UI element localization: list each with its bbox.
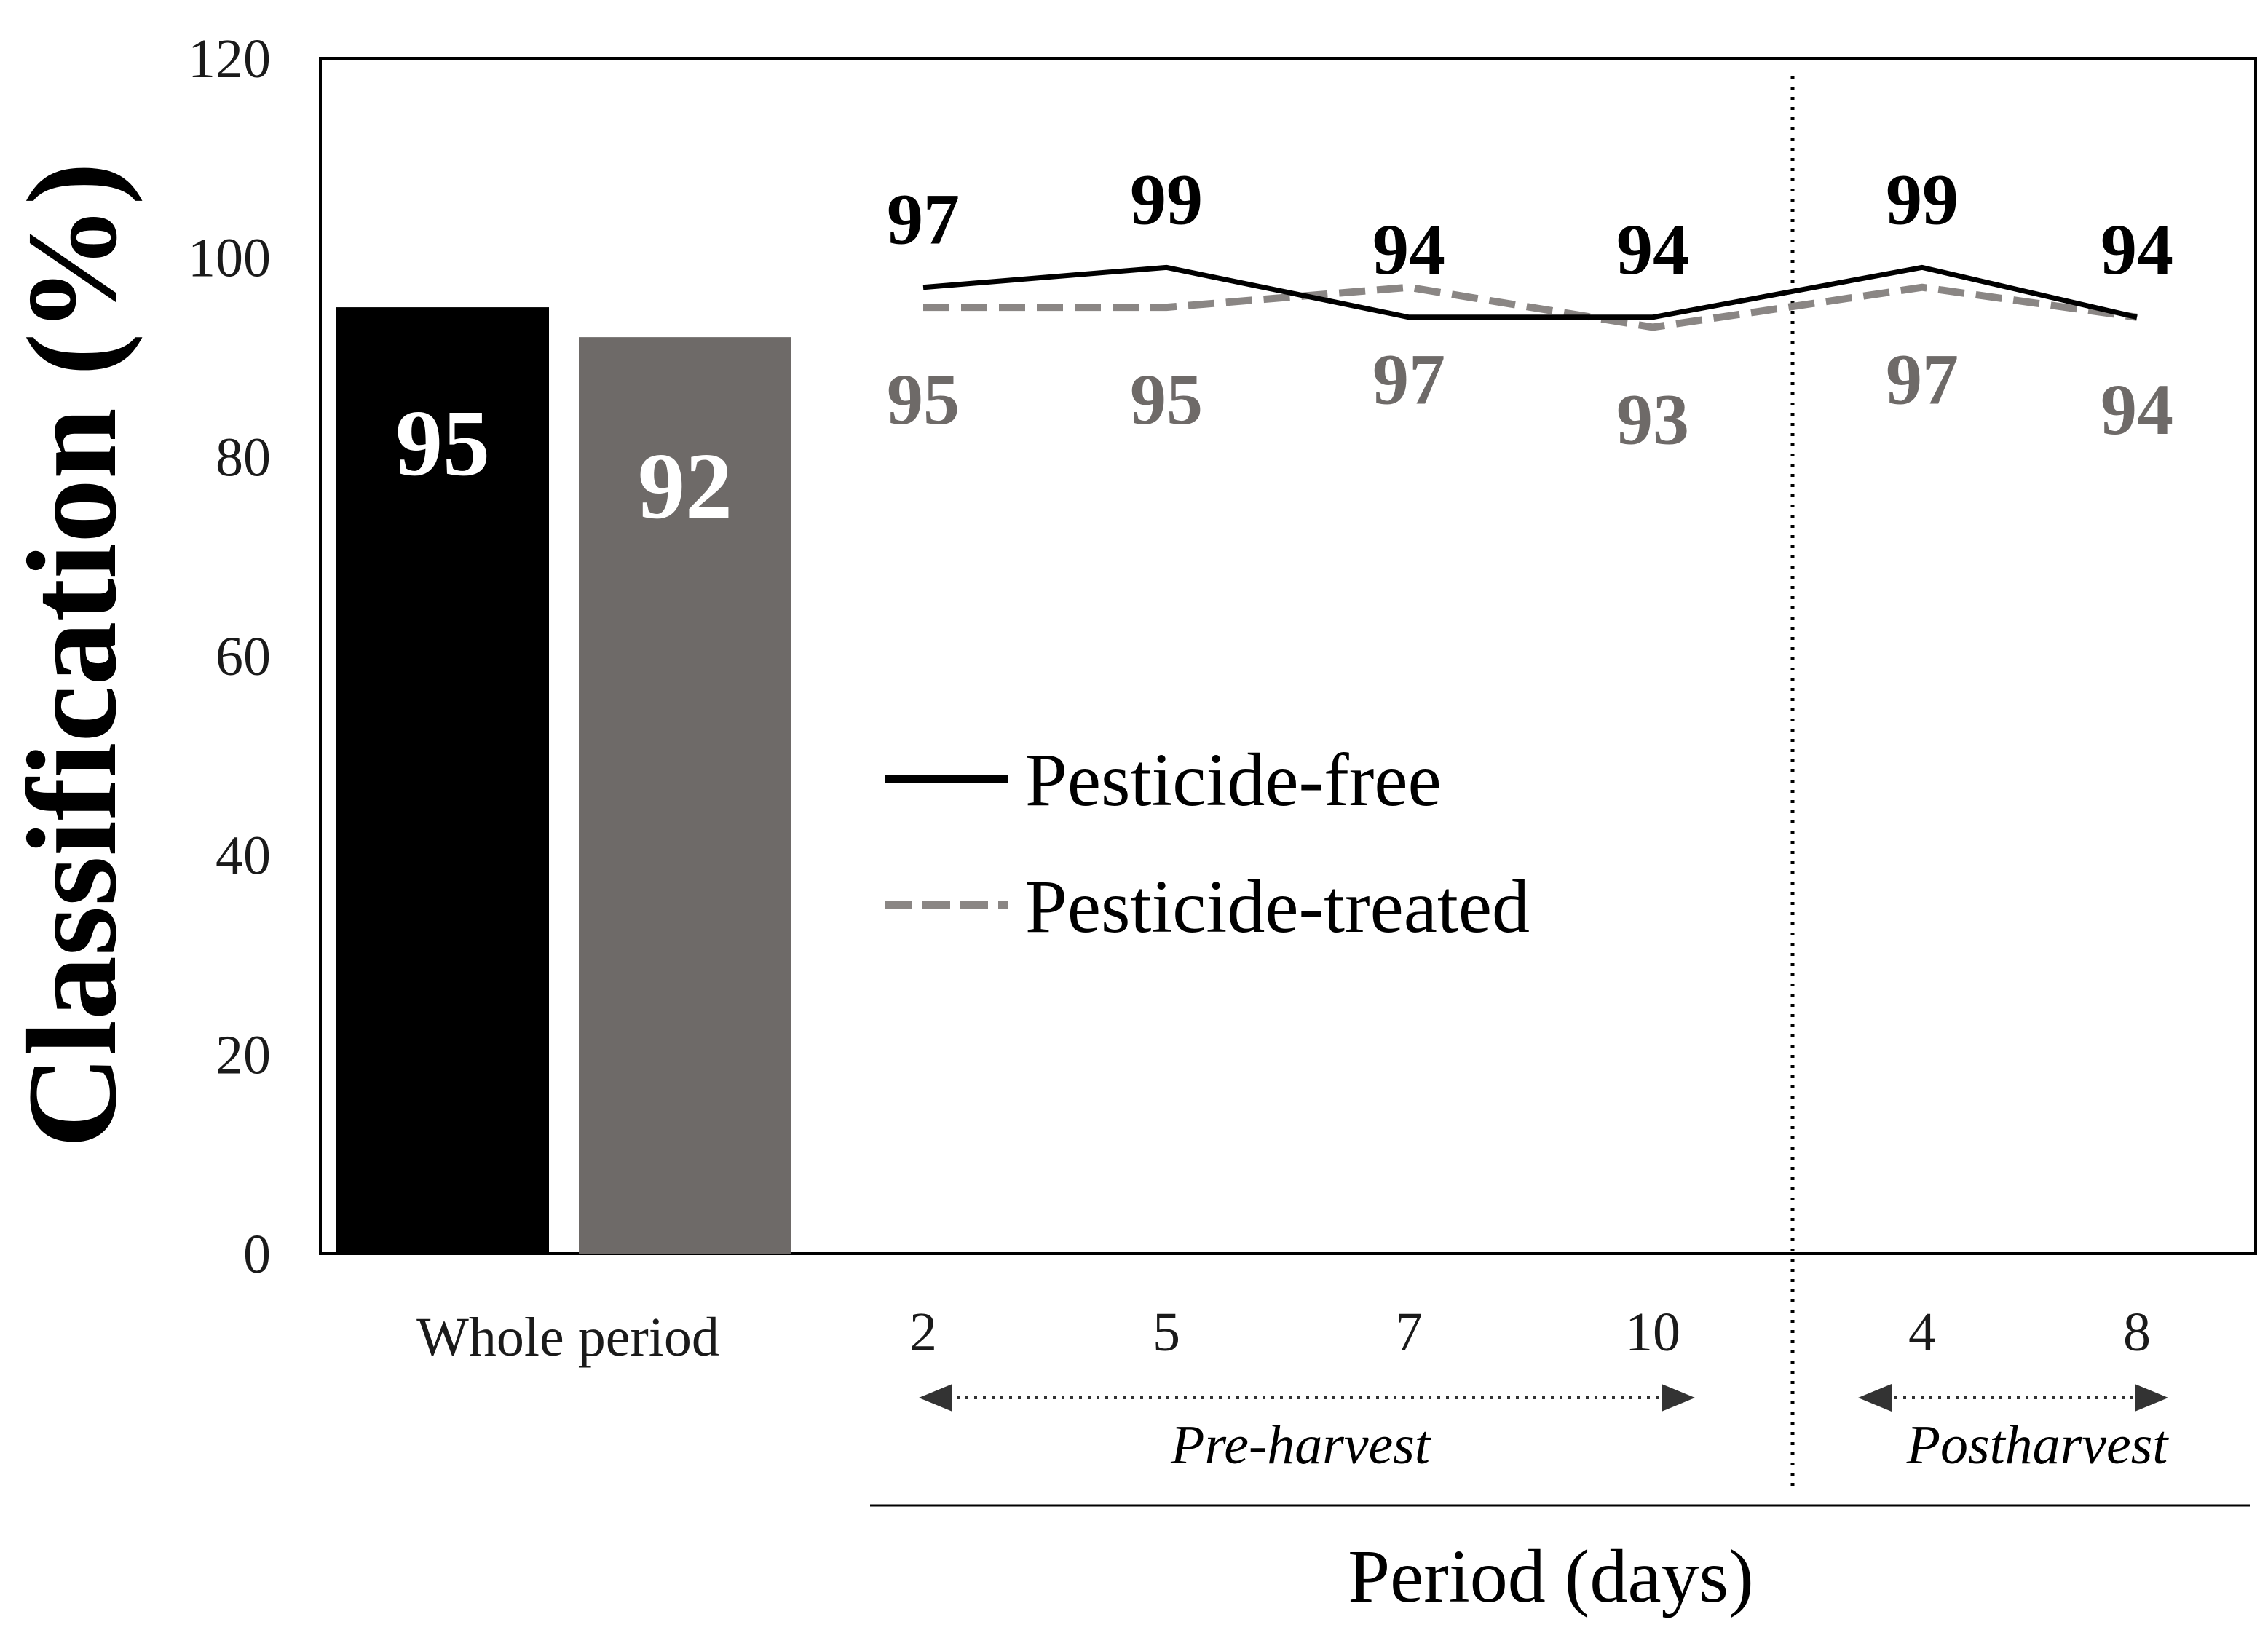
y-tick-label: 80	[216, 427, 271, 488]
postharvest-label: Postharvest	[1906, 1415, 2170, 1476]
x-tick-label: 2	[909, 1302, 937, 1363]
x-tick-label: 4	[1908, 1302, 1936, 1363]
data-label-pesticide-treated: 94	[2101, 369, 2173, 450]
data-label-pesticide-free: 94	[1616, 209, 1689, 290]
x-tick-label: 10	[1625, 1302, 1680, 1363]
data-label-pesticide-treated: 97	[1886, 339, 1959, 420]
y-tick-label: 0	[243, 1224, 271, 1285]
y-axis-ticks: 0 20 40 60 80 100 120	[188, 28, 271, 1285]
pre-harvest-label: Pre-harvest	[1170, 1415, 1431, 1476]
data-label-pesticide-treated: 93	[1616, 379, 1689, 459]
y-tick-label: 120	[188, 28, 271, 90]
bar-value-label: 95	[395, 391, 490, 496]
x-tick-label: 7	[1395, 1302, 1423, 1363]
y-tick-label: 40	[216, 826, 271, 887]
bar-value-label: 92	[638, 434, 732, 539]
data-label-pesticide-treated: 95	[887, 359, 960, 440]
data-label-pesticide-treated: 95	[1130, 359, 1203, 440]
x-tick-label: 5	[1153, 1302, 1180, 1363]
bar-pesticide-treated	[579, 337, 791, 1254]
bar-pesticide-free	[336, 307, 549, 1254]
y-tick-label: 20	[216, 1024, 271, 1085]
x-axis-labels: Whole period 2 5 7 10 4 8	[416, 1302, 2151, 1368]
x-label-whole-period: Whole period	[416, 1307, 719, 1368]
y-axis-title: Classification (%)	[1, 162, 143, 1148]
x-tick-label: 8	[2123, 1302, 2151, 1363]
data-label-pesticide-treated: 97	[1372, 339, 1445, 420]
x-axis-title: Period (days)	[1348, 1535, 1753, 1618]
data-label-pesticide-free: 99	[1886, 159, 1959, 240]
series-line-pesticide-free	[922, 264, 2138, 320]
postharvest-arrow	[1858, 1384, 2168, 1412]
data-label-pesticide-free: 94	[2101, 209, 2173, 290]
legend: Pesticide-free Pesticide-treated	[885, 738, 1530, 949]
data-label-pesticide-free: 94	[1372, 209, 1445, 290]
y-tick-label: 100	[188, 228, 271, 289]
data-label-pesticide-free: 97	[887, 179, 960, 260]
legend-label-pesticide-free: Pesticide-free	[1025, 738, 1442, 822]
legend-label-pesticide-treated: Pesticide-treated	[1025, 865, 1530, 949]
plot-frame	[319, 57, 2257, 1255]
pre-harvest-arrow	[919, 1384, 1695, 1412]
line-series: 97 99 94 94 99 94 95 95 97 93 97 94	[887, 159, 2173, 459]
data-label-pesticide-free: 99	[1130, 159, 1203, 240]
series-line-pesticide-treated	[923, 283, 2138, 331]
y-tick-label: 60	[216, 626, 271, 687]
bar-group-whole-period: 95 92	[336, 307, 791, 1254]
